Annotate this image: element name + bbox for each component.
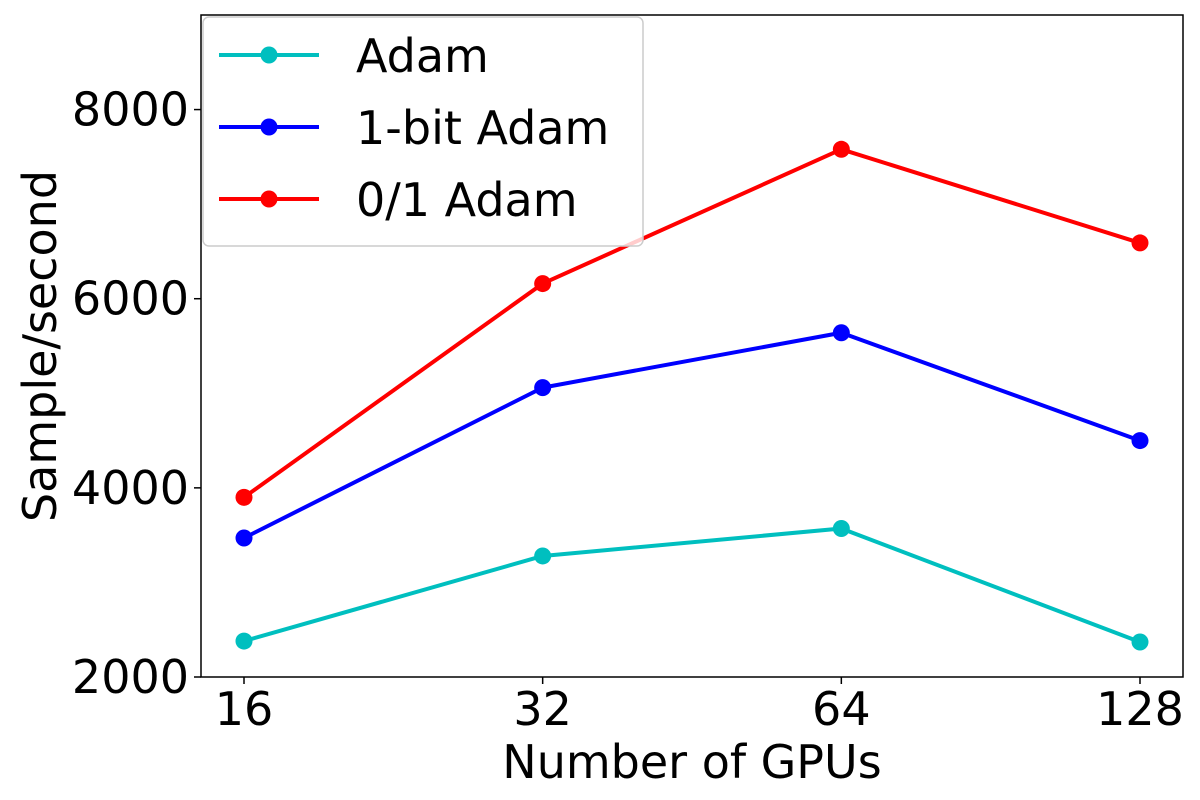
legend-marker [260,190,278,208]
y-axis-label: Sample/second [13,170,67,522]
plot-frame [200,14,1184,678]
x-tick-label: 32 [513,682,572,736]
data-point [235,529,253,547]
series-line [243,330,1141,540]
data-point [534,379,552,397]
legend-label: 0/1 Adam [356,173,578,227]
data-point [1131,633,1149,651]
legend-marker [260,46,278,64]
data-point [832,140,850,158]
data-point [1131,432,1149,450]
legend-item: 1-bit Adam [219,101,609,155]
data-point [1131,234,1149,252]
legend-label: Adam [356,29,489,83]
x-tick-label: 128 [1096,682,1184,736]
legend-frame [202,16,644,247]
legend-label: 1-bit Adam [356,101,609,155]
data-point [235,488,253,506]
data-point [534,275,552,293]
series-1 [235,324,1149,547]
series-line [242,147,1141,499]
series-line [243,526,1141,644]
data-point [832,324,850,342]
series-layer [235,140,1149,651]
legend: Adam 1-bit Adam 0/1 Adam [202,16,644,247]
series-2 [235,140,1149,506]
y-tick-label: 6000 [72,272,189,326]
ticks-layer: 16 32 64 128 2000 4000 6000 8000 [72,83,1184,736]
legend-item: 0/1 Adam [219,173,578,227]
x-tick-label: 16 [215,682,274,736]
legend-item: Adam [219,29,489,83]
y-tick-label: 2000 [72,650,189,704]
legend-marker [260,118,278,136]
y-tick-label: 8000 [72,83,189,137]
x-tick-label: 64 [812,682,871,736]
y-tick-label: 4000 [72,461,189,515]
data-point [534,547,552,565]
x-axis-label: Number of GPUs [502,735,881,789]
data-point [832,520,850,538]
data-point [235,632,253,650]
series-0 [235,520,1149,651]
